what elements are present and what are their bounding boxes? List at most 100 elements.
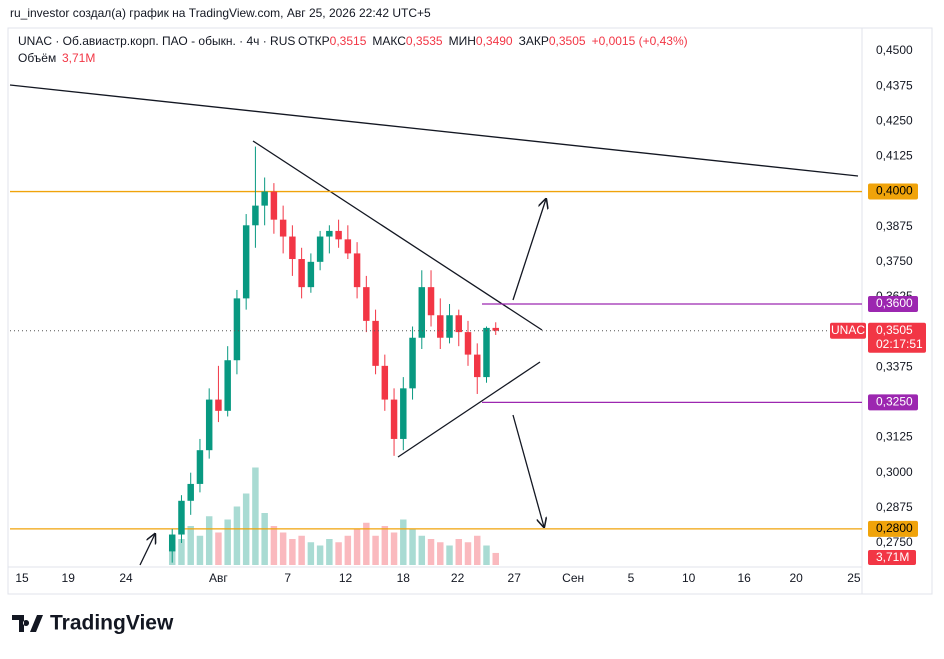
volume-bar [427, 539, 435, 565]
candle-body [464, 332, 472, 355]
symbol-label: UNAC [831, 323, 865, 337]
symbol-line: UNAC · Об.авиастр.корп. ПАО - обыкн. · 4… [18, 34, 295, 48]
volume-bar [390, 532, 398, 565]
price-label: 0,3505 [876, 323, 913, 337]
candle-body [261, 191, 268, 206]
candle-body [279, 219, 287, 237]
price-box [868, 322, 926, 353]
candle-body [168, 534, 176, 552]
chart-frame [7, 27, 933, 595]
volume-bar [298, 535, 305, 565]
candle-body [455, 315, 462, 333]
ohlc-value: 0,3505 [549, 34, 586, 48]
level-box [868, 394, 918, 411]
candle-body [409, 337, 416, 389]
candle-body [298, 259, 305, 288]
volume-bar [353, 529, 361, 565]
candle-body [215, 399, 222, 411]
volume-bar [437, 542, 444, 565]
triangle-upper [252, 140, 543, 331]
x-tick-label: 27 [508, 571, 522, 585]
candle-body [242, 225, 250, 299]
volume-bar [187, 526, 194, 565]
level-box [868, 520, 918, 537]
candle-body [178, 500, 185, 535]
candle-body [270, 191, 278, 220]
candle-body [381, 365, 389, 400]
ohlc-value: 0,3515 [330, 34, 367, 48]
ohlc-value: 0,3535 [406, 34, 443, 48]
y-tick-label: 0,3375 [876, 359, 913, 373]
x-tick-label: 5 [628, 571, 635, 585]
ohlc-name: МИН [449, 34, 476, 48]
candle-body [427, 287, 435, 316]
level-label: 0,3250 [876, 395, 913, 409]
y-tick-label: 0,2875 [876, 500, 913, 514]
volume-bar [474, 535, 481, 565]
candle-body [307, 261, 315, 288]
volume-bar [279, 532, 287, 565]
candle-body [224, 360, 231, 411]
x-tick-label: Сен [562, 571, 584, 585]
x-tick-label: 25 [847, 571, 861, 585]
y-tick-label: 0,4500 [876, 43, 913, 57]
x-tick-label: 7 [284, 571, 291, 585]
ohlc-value: 0,3490 [476, 34, 513, 48]
candle-body [252, 205, 259, 226]
volume-bar [307, 542, 315, 565]
candle-body [316, 236, 324, 262]
volume-bar [483, 545, 490, 565]
y-tick-label: 0,3875 [876, 219, 913, 233]
candle-body [474, 354, 481, 378]
volume-bar [418, 535, 426, 565]
volume-bar [492, 552, 499, 565]
x-tick-label: 20 [789, 571, 803, 585]
y-tick-label: 0,4250 [876, 113, 913, 127]
volume-bar [363, 522, 370, 565]
volume-bar [335, 542, 342, 565]
x-tick-label: 12 [339, 571, 353, 585]
candle-body [492, 327, 499, 331]
volume-bar [205, 516, 213, 565]
candle-body [344, 239, 352, 254]
level-box [868, 296, 918, 313]
y-tick-label: 0,3000 [876, 465, 913, 479]
volume-bar [252, 467, 259, 565]
candle-body [289, 236, 296, 260]
brand: TradingView [12, 612, 174, 635]
candle-body [437, 315, 444, 338]
volume-bar [261, 513, 268, 565]
candle-body [372, 320, 379, 366]
volume-bar [400, 519, 407, 565]
y-tick-label: 0,2750 [876, 535, 913, 549]
volume-bar [196, 535, 204, 565]
volume-bar [409, 529, 416, 565]
volume-value: 3,71M [62, 51, 95, 65]
volume-bar [233, 506, 241, 565]
volume-last-label: 3,71M [876, 550, 909, 564]
author-line: ru_investor создал(а) график на TradingV… [10, 6, 431, 20]
volume-name: Объём [18, 51, 56, 65]
y-tick-label: 0,4125 [876, 149, 913, 163]
x-tick-label: 19 [62, 571, 76, 585]
candle-body [418, 287, 426, 338]
arrow-small [139, 534, 155, 566]
candle-body [196, 450, 204, 484]
ohlc-name: ЗАКР [519, 34, 549, 48]
x-tick-label: 15 [15, 571, 29, 585]
level-label: 0,3600 [876, 296, 913, 310]
volume-bar [372, 535, 379, 565]
triangle-lower [397, 361, 541, 458]
volume-bar [455, 539, 462, 565]
level-label: 0,2800 [876, 521, 913, 535]
volume-box [868, 550, 916, 565]
volume-bar [270, 526, 278, 565]
volume-bar [446, 545, 453, 565]
drawings [9, 84, 859, 566]
candle-body [187, 483, 194, 501]
change: +0,0015 (+0,43%) [592, 34, 688, 48]
volume-bar [289, 539, 296, 565]
x-tick-label: Авг [209, 571, 228, 585]
